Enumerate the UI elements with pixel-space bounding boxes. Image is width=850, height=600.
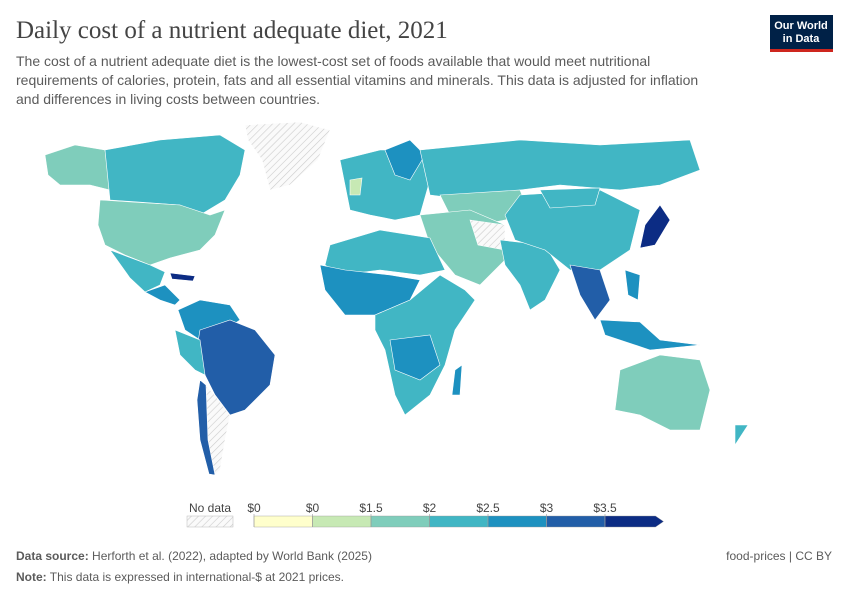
source-label: Data source: [16, 549, 89, 563]
note: Note: This data is expressed in internat… [16, 570, 344, 584]
country[interactable] [169, 272, 196, 282]
world-map [44, 121, 749, 476]
subtitle-line: and differences in living costs between … [16, 91, 320, 107]
note-text: This data is expressed in international-… [50, 570, 344, 584]
legend-tick-label: $0 [247, 501, 261, 515]
country[interactable] [196, 379, 216, 476]
country[interactable] [599, 319, 701, 351]
country[interactable] [144, 284, 181, 306]
legend-tick-label: $2 [423, 501, 437, 515]
footer: Data source: Herforth et al. (2022), ada… [16, 549, 832, 584]
logo[interactable]: Our World in Data [770, 15, 833, 52]
legend-tick-label: $3 [540, 501, 554, 515]
country[interactable] [44, 144, 111, 191]
legend-bin [312, 515, 372, 528]
logo-box [770, 15, 833, 51]
country[interactable] [389, 334, 441, 381]
logo-text: Our World [774, 20, 828, 32]
country[interactable] [451, 364, 463, 396]
note-label: Note: [16, 570, 47, 584]
legend-no-data-swatch [186, 515, 234, 528]
country[interactable] [384, 139, 426, 181]
logo-underline [770, 49, 833, 52]
subtitle: The cost of a nutrient adequate diet is … [16, 53, 698, 107]
source-text: Herforth et al. (2022), adapted by World… [92, 549, 372, 563]
legend-tick-label: $2.5 [476, 501, 500, 515]
title: Daily cost of a nutrient adequate diet, … [16, 17, 448, 44]
country[interactable] [614, 354, 711, 431]
legend-bin [487, 515, 547, 528]
country[interactable] [174, 329, 206, 376]
legend-bin [546, 515, 606, 528]
legend-tick-label: $3.5 [593, 501, 617, 515]
legend-bin [604, 515, 664, 528]
country[interactable] [349, 177, 363, 196]
country[interactable] [569, 264, 611, 321]
legend-bin [253, 515, 313, 528]
logo-text: in Data [783, 33, 821, 45]
country[interactable] [639, 204, 671, 249]
legend-tick-label: $1.5 [359, 501, 383, 515]
source: Data source: Herforth et al. (2022), ada… [16, 549, 372, 563]
country[interactable] [104, 134, 246, 216]
legend: No data $0 $0 $1.5 $2 $2.5 $3 $3.5 [186, 501, 664, 528]
legend-no-data-label: No data [189, 501, 231, 515]
subtitle-line: requirements of calories, protein, fats … [16, 72, 698, 88]
country[interactable] [109, 249, 166, 293]
legend-tick-label: $0 [306, 501, 320, 515]
country[interactable] [244, 121, 331, 191]
country[interactable] [97, 199, 226, 266]
country[interactable] [539, 187, 601, 209]
subtitle-line: The cost of a nutrient adequate diet is … [16, 53, 650, 69]
country[interactable] [734, 424, 749, 447]
country[interactable] [624, 269, 641, 301]
legend-bin [429, 515, 489, 528]
legend-bin [370, 515, 430, 528]
license[interactable]: food-prices | CC BY [726, 549, 832, 563]
